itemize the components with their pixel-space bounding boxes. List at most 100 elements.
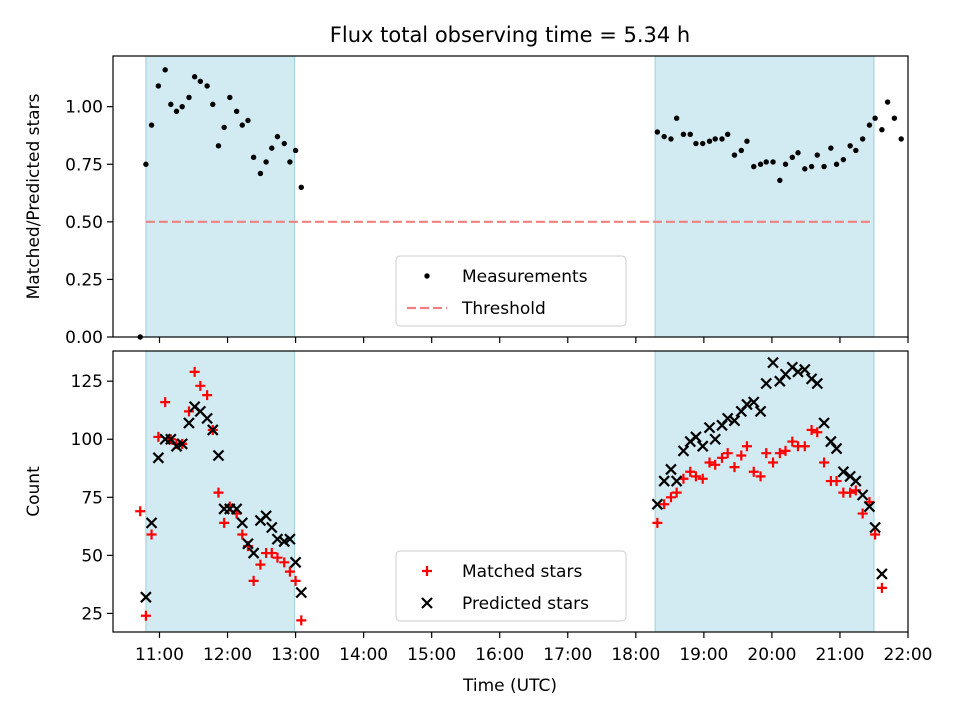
data-point [289,556,302,569]
data-point [830,442,843,455]
data-point [819,457,830,468]
data-point [296,615,307,626]
data-point [215,143,222,149]
data-point [777,177,783,184]
data-point [290,575,301,586]
shaded-span-1 [145,55,295,338]
legend-marker [422,566,432,576]
series-predicted-stars [140,356,888,603]
data-point [146,529,157,540]
data-point [747,396,760,408]
bottom-panel: 25 50 75 100 125 11:00 12:00 13:00 14:00 15:00 16:… [24,350,933,665]
data-point [845,487,856,498]
data-point [173,108,180,114]
data-point [201,412,213,425]
data-point [787,436,798,447]
data-point [719,136,725,142]
data-point [284,533,296,545]
data-point [189,366,200,377]
data-point [697,473,708,484]
data-point [898,136,904,142]
data-point [891,115,898,121]
data-point [248,575,259,586]
data-point [671,487,682,498]
data-point [183,417,195,429]
y-tick-label: 0.00 [65,328,103,348]
data-point [197,78,204,85]
data-point [693,140,699,147]
data-point [857,508,868,519]
data-point [212,449,225,462]
y-tick-label: 125 [71,372,103,392]
data-point [247,547,260,559]
data-point [736,450,747,461]
x-tick-label: 14:00 [339,645,388,665]
x-tick-label: 21:00 [815,645,864,665]
data-point [706,138,713,144]
legend-marker [421,597,433,609]
data-point [269,145,275,151]
data-point [155,83,162,89]
legend-label: Threshold [461,299,546,319]
data-point [879,127,885,133]
data-point [872,115,878,121]
data-point [140,591,152,603]
data-point [271,533,284,545]
x-tick-label: 11:00 [135,645,184,665]
legend-label: Matched stars [462,562,582,582]
data-point [703,421,716,434]
y-tick-label: 75 [81,488,103,508]
x-tick-label: 16:00 [475,645,524,665]
data-point [281,140,287,147]
y-tick-label: 0.25 [65,270,103,290]
data-point [680,131,687,138]
legend-marker [424,273,430,279]
legend-box [395,255,627,327]
data-point [237,529,248,540]
data-point [651,498,664,511]
data-point [176,438,188,450]
data-point [808,163,815,170]
x-tick-label: 20:00 [747,645,796,665]
axes-frame [112,350,909,633]
axes-frame [112,55,909,338]
data-point [856,489,869,501]
series-measurements [137,67,904,340]
data-point [806,424,817,435]
data-point [274,133,281,140]
legend-box [395,550,627,622]
data-point [884,99,891,105]
data-point [802,166,808,172]
data-point [295,586,308,599]
data-point [828,145,834,151]
data-point [685,466,696,477]
y-axis-label: Count [24,466,44,517]
data-point [853,147,859,154]
data-point [263,159,269,165]
data-point [135,506,146,517]
y-tick-label: 100 [71,430,103,450]
data-point [242,537,254,550]
data-point [876,582,887,593]
data-point [789,154,796,161]
data-point [722,448,733,459]
data-point [230,503,243,515]
data-point [191,74,198,80]
data-point [870,529,881,540]
data-point [266,548,277,559]
x-tick-label: 12:00 [203,645,252,665]
data-point [767,356,779,369]
data-point [728,414,741,427]
data-point [876,568,888,580]
data-point [795,150,801,156]
data-point [213,487,224,498]
data-point [763,159,769,165]
x-tick-label: 15:00 [407,645,456,665]
data-point [257,170,264,177]
data-point [741,398,753,411]
data-point [792,366,804,378]
data-point [670,475,683,487]
data-point [761,448,772,459]
data-point [814,152,820,158]
data-point [665,492,676,503]
